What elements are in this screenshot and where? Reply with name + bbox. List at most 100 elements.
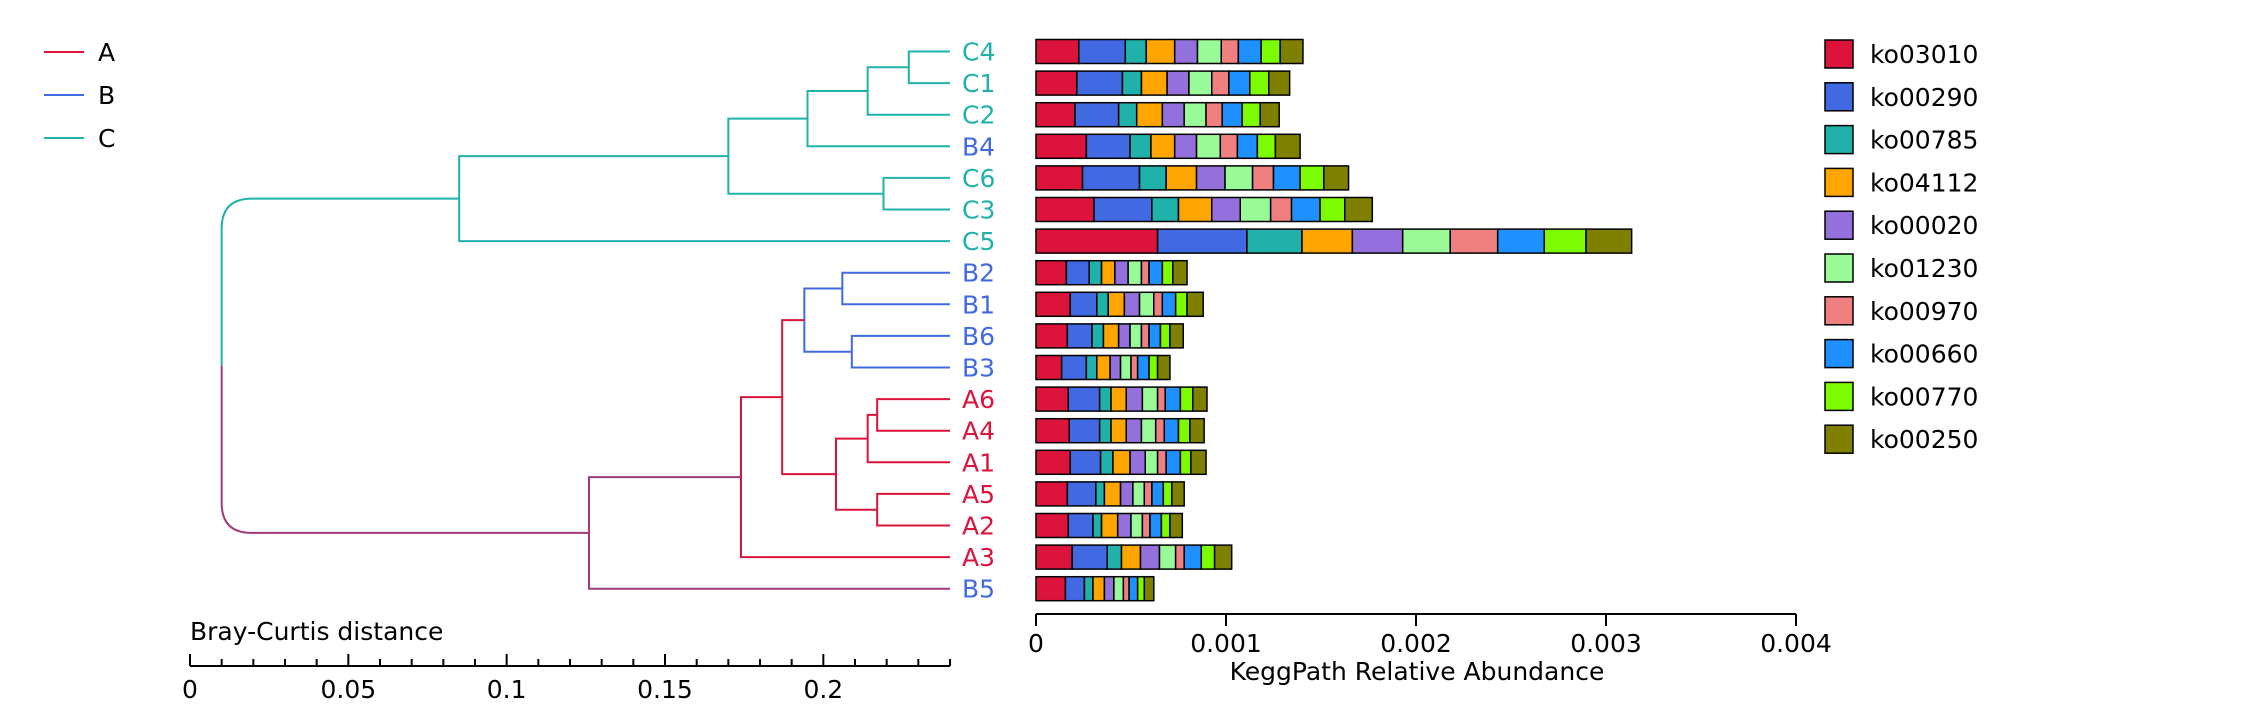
leaf-label-B2: B2 <box>962 259 995 288</box>
bar-segment-C2-ko00660 <box>1221 101 1243 128</box>
bar-tick-label: 0.002 <box>1380 629 1452 658</box>
dendrogram-link-2 <box>806 90 950 148</box>
bar-segment-C3-ko04112 <box>1177 196 1213 223</box>
bar-segment-C4-ko00290 <box>1078 38 1127 65</box>
bar-segment-C4-ko01230 <box>1196 38 1222 65</box>
dendrogram-tick-label: 0.05 <box>320 675 376 704</box>
bar-segment-C5-ko04112 <box>1301 228 1354 254</box>
bar-row-B6 <box>1035 323 1184 349</box>
leaf-label-B1: B1 <box>962 290 995 319</box>
bar-segment-C3-ko01230 <box>1239 196 1272 223</box>
bar-segment-C6-ko00290 <box>1081 165 1141 191</box>
bar-segment-A6-ko00290 <box>1067 386 1101 412</box>
bar-segment-A2-ko00250 <box>1169 512 1184 539</box>
legend-label-ko04112: ko04112 <box>1870 168 1978 197</box>
bar-segment-B6-ko00785 <box>1091 323 1105 349</box>
bar-segment-C2-ko00770 <box>1241 101 1261 128</box>
bar-segment-B5-ko03010 <box>1035 575 1067 602</box>
bar-segment-C1-ko01230 <box>1188 70 1213 96</box>
dendrogram-link-0 <box>907 50 950 85</box>
bar-segment-A1-ko00020 <box>1129 449 1147 476</box>
dendrogram-link-5 <box>458 155 950 243</box>
leaf-label-A2: A2 <box>962 512 995 541</box>
bar-segment-B2-ko00660 <box>1148 259 1164 286</box>
bar-segment-B4-ko00785 <box>1129 133 1152 160</box>
bar-segment-C3-ko00770 <box>1319 196 1346 223</box>
dendrogram-axis: 0 0.05 0.1 0.15 0.2 <box>182 654 951 704</box>
bar-segment-A1-ko00785 <box>1099 449 1114 476</box>
bar-segment-A4-ko03010 <box>1035 417 1070 444</box>
leaf-label-C1: C1 <box>962 69 995 98</box>
leaf-label-C4: C4 <box>962 38 995 67</box>
bar-segment-B2-ko00770 <box>1161 259 1174 286</box>
legend-label-ko00660: ko00660 <box>1870 340 1978 369</box>
bar-segment-B4-ko01230 <box>1195 133 1222 160</box>
bar-segment-B5-ko01230 <box>1113 575 1125 602</box>
bar-segment-A3-ko00290 <box>1071 544 1108 570</box>
dendrogram-link-root-lower <box>220 365 589 534</box>
bar-segment-B2-ko00020 <box>1114 259 1129 286</box>
bar-row-A3 <box>1035 544 1233 570</box>
bar-row-B2 <box>1035 259 1188 286</box>
bar-segment-C5-ko00250 <box>1585 228 1633 254</box>
bar-segment-B1-ko00250 <box>1186 291 1204 318</box>
dendrogram-link-14 <box>740 396 950 559</box>
bar-segment-C2-ko00020 <box>1161 101 1185 128</box>
bar-row-C5 <box>1035 228 1633 254</box>
bar-segment-B3-ko04112 <box>1096 354 1111 381</box>
bar-segment-B1-ko00020 <box>1123 291 1141 318</box>
group-legend-label-A: A <box>98 38 115 67</box>
leaf-label-A3: A3 <box>962 543 995 572</box>
bar-segment-B3-ko03010 <box>1035 354 1063 381</box>
bar-segment-B4-ko00970 <box>1219 133 1239 160</box>
legend-label-ko00785: ko00785 <box>1870 126 1978 155</box>
bar-segment-B6-ko03010 <box>1035 323 1069 349</box>
bar-segment-B5-ko00250 <box>1143 575 1155 602</box>
dendrogram-link-11 <box>876 492 950 527</box>
bar-segment-A5-ko00785 <box>1095 481 1106 507</box>
bar-segment-B2-ko03010 <box>1035 259 1068 286</box>
bar-segment-A6-ko00250 <box>1192 386 1208 412</box>
bar-segment-C1-ko00770 <box>1249 70 1270 96</box>
legend-label-ko01230: ko01230 <box>1870 254 1978 283</box>
bar-segment-A5-ko01230 <box>1132 481 1146 507</box>
bar-segment-C6-ko00250 <box>1323 165 1350 191</box>
dendrogram-tick-label: 0.15 <box>637 675 693 704</box>
leaf-label-C2: C2 <box>962 101 995 130</box>
bar-segment-A1-ko03010 <box>1035 449 1071 476</box>
legend-swatch-ko04112 <box>1824 167 1854 198</box>
dendrogram-link-root-upper <box>220 197 460 366</box>
legend-label-ko00250: ko00250 <box>1870 425 1978 454</box>
bar-segment-A4-ko00020 <box>1125 417 1143 444</box>
bar-segment-C5-ko00970 <box>1449 228 1499 254</box>
bar-segment-A2-ko04112 <box>1100 512 1119 539</box>
bar-segment-C4-ko00660 <box>1237 38 1262 65</box>
bar-segment-C3-ko00970 <box>1269 196 1293 223</box>
bar-row-A1 <box>1035 449 1207 476</box>
bar-segment-A6-ko03010 <box>1035 386 1070 412</box>
bar-segment-A2-ko00970 <box>1141 512 1151 539</box>
bar-segment-A2-ko01230 <box>1130 512 1144 539</box>
bar-segment-C5-ko03010 <box>1035 228 1159 254</box>
bar-segment-C4-ko00250 <box>1279 38 1304 65</box>
leaf-label-B6: B6 <box>962 322 995 351</box>
bar-segment-C4-ko04112 <box>1145 38 1176 65</box>
bar-segment-B3-ko00770 <box>1148 354 1159 381</box>
bar-segment-C4-ko00970 <box>1220 38 1240 65</box>
bar-row-A5 <box>1035 481 1185 507</box>
bar-segment-C4-ko00770 <box>1260 38 1281 65</box>
bar-segment-C6-ko04112 <box>1165 165 1198 191</box>
bar-segment-C6-ko00970 <box>1251 165 1275 191</box>
bar-segment-B5-ko00020 <box>1103 575 1115 602</box>
bar-segment-A5-ko00020 <box>1119 481 1134 507</box>
bar-segment-A4-ko00785 <box>1098 417 1112 444</box>
bar-segment-B2-ko04112 <box>1100 259 1116 286</box>
bar-segment-A4-ko00770 <box>1177 417 1191 444</box>
bar-segment-A2-ko00660 <box>1149 512 1163 539</box>
bar-segment-B6-ko00770 <box>1159 323 1171 349</box>
bar-tick-label: 0.004 <box>1760 629 1832 658</box>
bar-segment-C6-ko00660 <box>1272 165 1301 191</box>
bar-segment-C3-ko00250 <box>1344 196 1374 223</box>
bar-segment-A2-ko03010 <box>1035 512 1070 539</box>
